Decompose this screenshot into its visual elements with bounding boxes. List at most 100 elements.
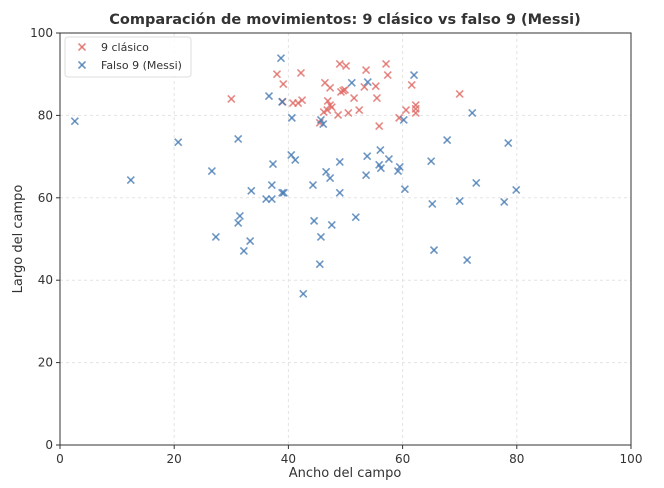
point-falso-9 [278, 188, 287, 197]
y-tick-label: 20 [38, 356, 53, 370]
point-falso-9 [512, 185, 521, 195]
point-falso-9 [278, 97, 287, 106]
point-falso-9 [443, 136, 452, 145]
x-tick-label: 60 [395, 452, 410, 466]
point-9-clasico [327, 103, 336, 112]
point-falso-9 [428, 199, 437, 209]
legend: 9 clásico Falso 9 (Messi) [64, 36, 192, 78]
point-9-clasico [296, 68, 306, 78]
legend-marker-9-clasico [77, 42, 87, 52]
point-falso-9 [463, 255, 472, 265]
point-falso-9 [308, 180, 318, 190]
point-falso-9 [376, 164, 385, 173]
point-falso-9 [264, 91, 274, 101]
x-tick-label: 80 [509, 452, 524, 466]
y-tick-label: 100 [30, 26, 53, 40]
point-9-clasico [349, 94, 359, 103]
legend-box [64, 36, 192, 78]
point-falso-9 [234, 134, 243, 143]
y-axis-label: Largo del campo [11, 185, 26, 294]
point-falso-9 [310, 216, 319, 225]
point-falso-9 [267, 194, 276, 204]
point-9-clasico [407, 80, 416, 89]
point-9-clasico [326, 83, 335, 92]
point-falso-9 [299, 289, 308, 298]
y-tick-label: 80 [38, 108, 53, 122]
point-falso-9 [319, 119, 328, 129]
point-falso-9 [399, 115, 408, 124]
point-falso-9 [335, 188, 344, 197]
point-falso-9 [409, 70, 419, 80]
point-9-clasico [401, 105, 411, 115]
point-falso-9 [427, 157, 436, 166]
legend-label-9-clasico: 9 clásico [101, 41, 149, 54]
chart-title: Comparación de movimientos: 9 clásico vs… [109, 12, 580, 28]
point-9-clasico [355, 105, 364, 115]
point-falso-9 [455, 197, 464, 206]
point-falso-9 [235, 211, 244, 220]
point-falso-9 [363, 152, 372, 161]
point-falso-9 [316, 115, 326, 124]
point-falso-9 [267, 180, 276, 190]
x-axis-label: Ancho del campo [289, 466, 402, 481]
point-falso-9 [500, 197, 509, 206]
point-9-clasico [342, 61, 351, 71]
x-tick-label: 0 [56, 452, 64, 466]
point-falso-9 [315, 260, 324, 269]
point-falso-9 [211, 232, 220, 242]
point-falso-9 [393, 166, 403, 176]
point-9-clasico [344, 108, 353, 117]
legend-marker-falso-9 [77, 60, 87, 70]
point-9-clasico [411, 101, 420, 110]
point-falso-9 [247, 186, 256, 195]
point-falso-9 [361, 171, 371, 180]
point-falso-9 [70, 117, 79, 126]
point-9-clasico [298, 96, 307, 105]
point-falso-9 [395, 162, 404, 171]
point-falso-9 [504, 138, 513, 148]
point-falso-9 [400, 185, 409, 194]
point-falso-9 [246, 236, 255, 246]
legend-x-icon [77, 42, 87, 52]
point-falso-9 [291, 155, 300, 164]
point-falso-9 [126, 176, 135, 185]
point-9-clasico [227, 94, 236, 103]
point-9-clasico [319, 108, 328, 117]
point-9-clasico [334, 110, 343, 120]
point-9-clasico [361, 66, 371, 75]
point-falso-9 [268, 159, 278, 169]
point-falso-9 [326, 173, 335, 183]
point-falso-9 [376, 145, 385, 155]
point-falso-9 [287, 113, 296, 122]
point-falso-9 [468, 108, 477, 117]
point-falso-9 [327, 220, 336, 230]
point-9-clasico [272, 70, 282, 79]
point-9-clasico [371, 82, 380, 91]
point-falso-9 [351, 213, 360, 222]
point-falso-9 [363, 77, 372, 87]
point-falso-9 [472, 178, 481, 188]
x-tick-label: 20 [167, 452, 182, 466]
point-9-clasico [375, 122, 384, 131]
point-falso-9 [279, 188, 288, 197]
point-falso-9 [316, 232, 326, 242]
y-tick-label: 60 [38, 191, 53, 205]
point-9-clasico [339, 86, 348, 95]
point-falso-9 [429, 246, 439, 255]
point-9-clasico [279, 80, 288, 89]
point-9-clasico [411, 108, 420, 117]
point-falso-9 [347, 78, 356, 87]
point-9-clasico [383, 70, 392, 80]
point-9-clasico [395, 113, 404, 122]
point-9-clasico [335, 59, 344, 68]
point-falso-9 [335, 157, 344, 167]
point-falso-9 [174, 138, 183, 147]
y-tick-label: 0 [45, 438, 53, 452]
point-9-clasico [360, 82, 369, 92]
point-falso-9 [384, 155, 393, 164]
point-9-clasico [455, 89, 464, 99]
plot-frame [59, 32, 632, 446]
x-tick-label: 40 [281, 452, 296, 466]
legend-label-falso-9: Falso 9 (Messi) [101, 59, 182, 72]
